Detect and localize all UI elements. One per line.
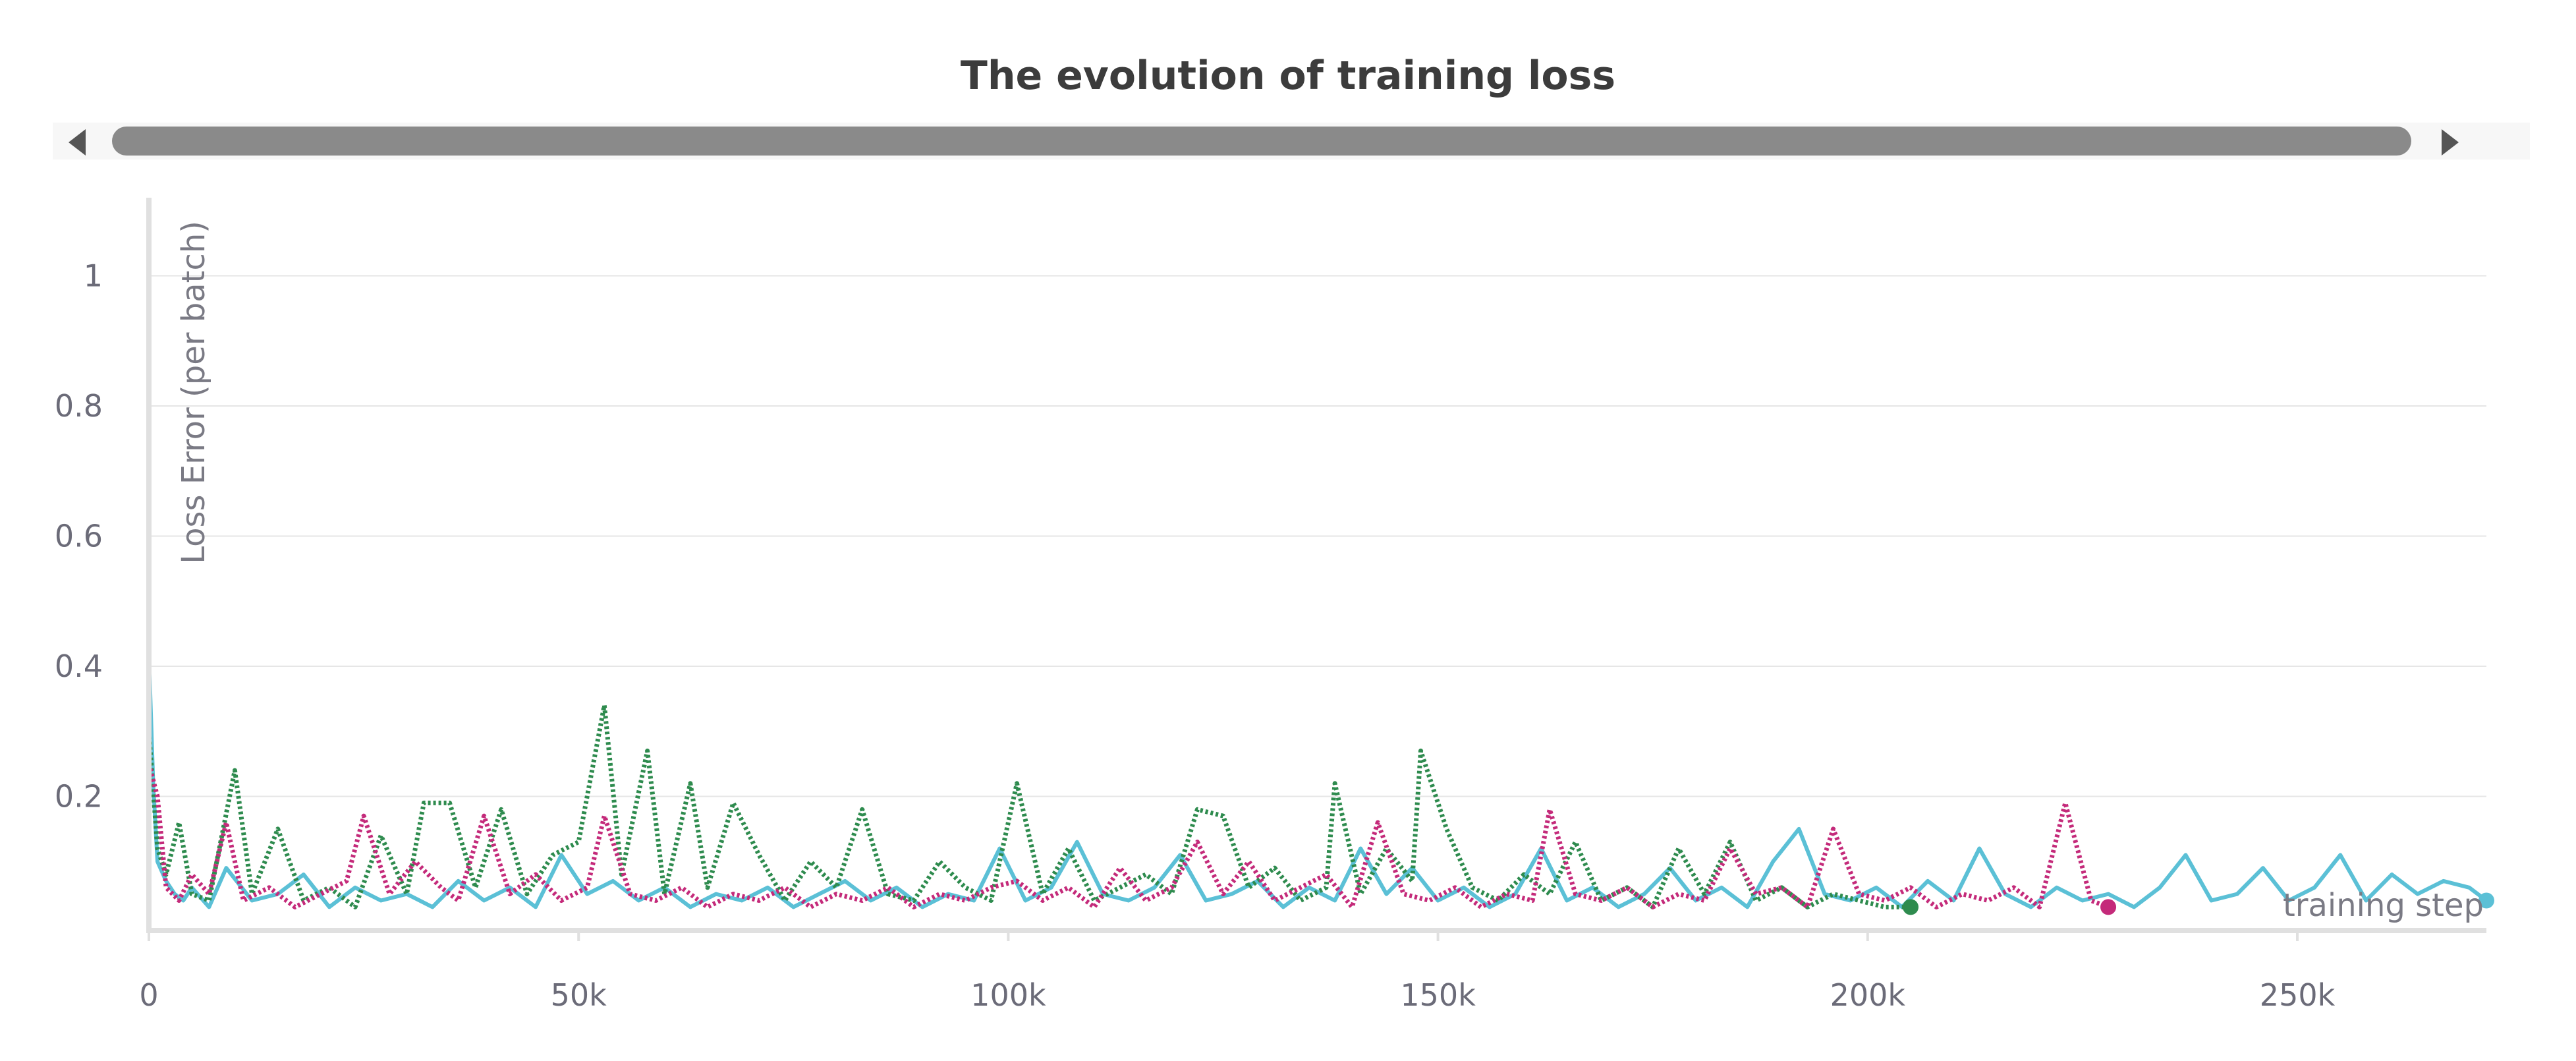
x-tick-label: 50k xyxy=(551,977,607,1013)
chart-title: The evolution of training loss xyxy=(960,53,1616,99)
series-line-3 xyxy=(146,763,2110,909)
scrollbar-thumb[interactable] xyxy=(112,127,2411,156)
y-tick-label: 0.8 xyxy=(55,388,103,424)
series-line-2 xyxy=(146,703,1911,909)
x-tick-label: 150k xyxy=(1400,977,1476,1013)
x-tick-label: 0 xyxy=(139,977,158,1013)
scroll-left-arrow-icon[interactable] xyxy=(69,129,86,156)
series-end-point-2 xyxy=(1903,899,1919,915)
series-end-point-1 xyxy=(2478,892,2494,909)
y-tick-label: 0.4 xyxy=(55,648,103,684)
scroll-right-arrow-icon[interactable] xyxy=(2442,129,2459,156)
x-axis-label: training step xyxy=(2283,887,2484,924)
x-tick-label: 200k xyxy=(1830,977,1906,1013)
series-line-1 xyxy=(147,653,2488,909)
tick-labels: 0.2 0.4 0.6 0.8 1 0 50k 100k 150k 200k 250k xyxy=(55,258,2336,1014)
x-tick-label: 250k xyxy=(2260,977,2336,1013)
y-tick-label: 0.6 xyxy=(55,519,103,554)
axes xyxy=(146,198,2486,941)
y-axis-label: Loss Error (per batch) xyxy=(175,221,212,564)
y-tick-label: 0.2 xyxy=(55,779,103,815)
x-tick-label: 100k xyxy=(970,977,1046,1013)
series-end-point-3 xyxy=(2100,899,2117,915)
series-layer xyxy=(146,653,2494,915)
grid-lines xyxy=(149,275,2486,797)
y-tick-label: 1 xyxy=(84,258,103,294)
